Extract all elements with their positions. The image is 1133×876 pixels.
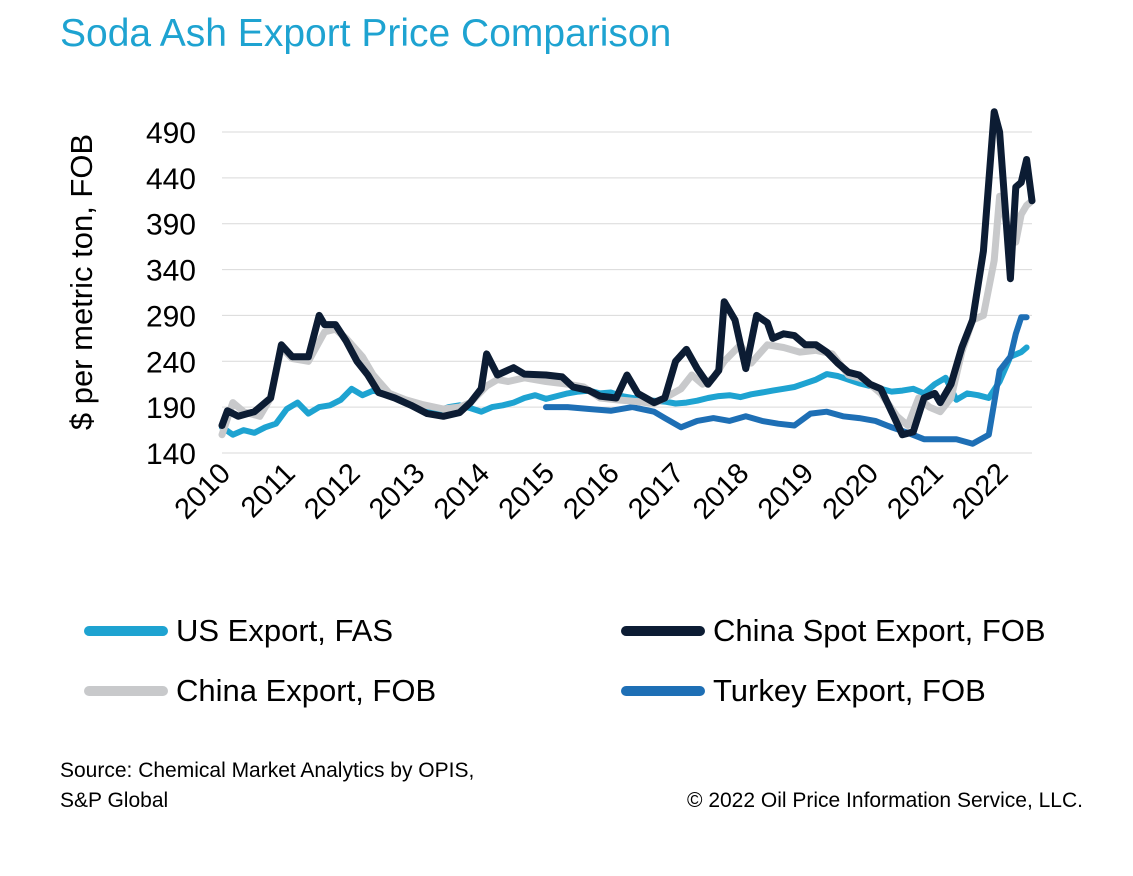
y-tick-label: 190	[146, 392, 196, 425]
series-line-us-export-fas	[219, 344, 1030, 438]
legend-swatch-turkey-export	[621, 686, 705, 696]
y-tick-label: 240	[146, 346, 196, 379]
series-line-turkey-export-fob	[543, 314, 1030, 447]
chart-title: Soda Ash Export Price Comparison	[60, 12, 672, 55]
x-tick-label: 2012	[298, 457, 366, 525]
y-tick-label: 290	[146, 300, 196, 333]
y-tick-label: 440	[146, 163, 196, 196]
legend-item-us-export: US Export, FAS	[84, 611, 393, 651]
copyright-note: © 2022 Oil Price Information Service, LL…	[687, 789, 1083, 812]
y-tick-label: 140	[146, 438, 196, 471]
series-lines	[218, 108, 1036, 447]
x-tick-label: 2019	[752, 457, 820, 525]
legend-item-china-spot-export: China Spot Export, FOB	[621, 611, 1046, 651]
series-line-china-spot-export-fob	[218, 108, 1036, 439]
legend-label-us-export: US Export, FAS	[176, 613, 394, 648]
y-tick-label: 390	[146, 209, 196, 242]
x-tick-label: 2017	[622, 457, 690, 525]
gridlines	[222, 131, 1032, 454]
legend-swatch-us-export	[84, 626, 168, 636]
y-axis-label: $ per metric ton, FOB	[64, 134, 99, 430]
source-line-2: S&P Global	[60, 789, 169, 812]
x-tick-label: 2018	[687, 457, 755, 525]
legend-label-china-spot-export: China Spot Export, FOB	[713, 613, 1046, 648]
x-tick-label: 2022	[946, 457, 1014, 525]
x-axis-ticks: 2010201120122013201420152016201720182019…	[169, 457, 1015, 525]
x-tick-label: 2011	[235, 457, 302, 524]
y-tick-label: 340	[146, 255, 196, 288]
legend-item-china-export: China Export, FOB	[84, 671, 436, 711]
x-tick-label: 2021	[882, 457, 950, 525]
legend-swatch-china-spot-export	[621, 626, 705, 636]
legend-label-china-export: China Export, FOB	[176, 673, 437, 708]
source-note: Source: Chemical Market Analytics by OPI…	[60, 756, 474, 816]
legend-swatch-china-export	[84, 686, 168, 696]
x-tick-label: 2020	[817, 457, 885, 525]
x-tick-label: 2013	[363, 457, 431, 525]
y-axis-ticks: 140 190 240 290 340 390 440 490	[146, 117, 196, 471]
source-line-1: Source: Chemical Market Analytics by OPI…	[60, 759, 475, 782]
y-tick-label: 490	[146, 117, 196, 150]
x-tick-label: 2016	[558, 457, 626, 525]
legend-item-turkey-export: Turkey Export, FOB	[621, 671, 986, 711]
chart-plot: 140 190 240 290 340 390 440 490 201020112012201…	[64, 108, 1036, 526]
legend-label-turkey-export: Turkey Export, FOB	[713, 673, 986, 708]
x-tick-label: 2015	[493, 457, 561, 525]
x-tick-label: 2014	[428, 457, 496, 525]
